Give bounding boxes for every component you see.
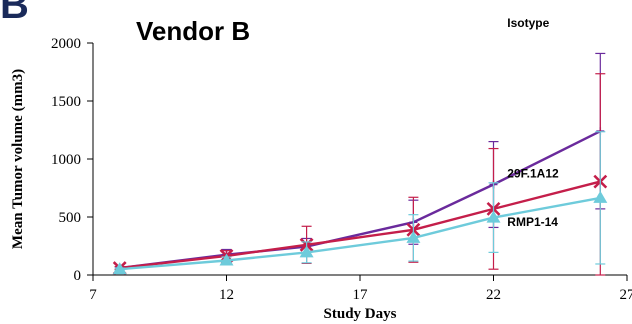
x-tick-label: 7 bbox=[89, 287, 97, 303]
y-tick-label: 500 bbox=[59, 210, 82, 226]
data-point bbox=[593, 190, 608, 203]
series-line bbox=[119, 180, 601, 270]
data-point bbox=[219, 253, 234, 266]
x-tick-label: 12 bbox=[219, 287, 234, 303]
series-isotype bbox=[114, 52, 606, 273]
chart-title: Vendor B bbox=[136, 16, 250, 46]
y-tick-label: 1500 bbox=[51, 94, 81, 110]
panel-letter: B bbox=[0, 0, 29, 27]
series-label: Isotype bbox=[507, 16, 549, 30]
data-point bbox=[112, 262, 127, 275]
series-line bbox=[119, 196, 601, 271]
data-point bbox=[299, 245, 314, 258]
data-point bbox=[486, 210, 501, 223]
series-label: RMP1-14 bbox=[507, 215, 558, 229]
x-tick-label: 27 bbox=[620, 287, 632, 303]
y-tick-label: 1000 bbox=[51, 152, 81, 168]
chart-ticks: 0 500 1000 1500 2000 7 12 17 22 27 bbox=[51, 36, 632, 303]
series-label: 29F.1A12 bbox=[507, 167, 559, 181]
y-axis-title: Mean Tumor volume (mm3) bbox=[10, 69, 26, 249]
series-labels: Isotype 29F.1A12 RMP1-14 bbox=[507, 16, 559, 229]
series-layer bbox=[112, 52, 608, 276]
series-rmp1-14 bbox=[112, 131, 608, 275]
x-axis-title: Study Days bbox=[324, 306, 397, 322]
y-tick-label: 0 bbox=[74, 268, 82, 284]
x-tick-label: 22 bbox=[486, 287, 501, 303]
x-tick-label: 17 bbox=[353, 287, 369, 303]
data-point bbox=[406, 230, 421, 243]
y-tick-label: 2000 bbox=[51, 36, 81, 52]
